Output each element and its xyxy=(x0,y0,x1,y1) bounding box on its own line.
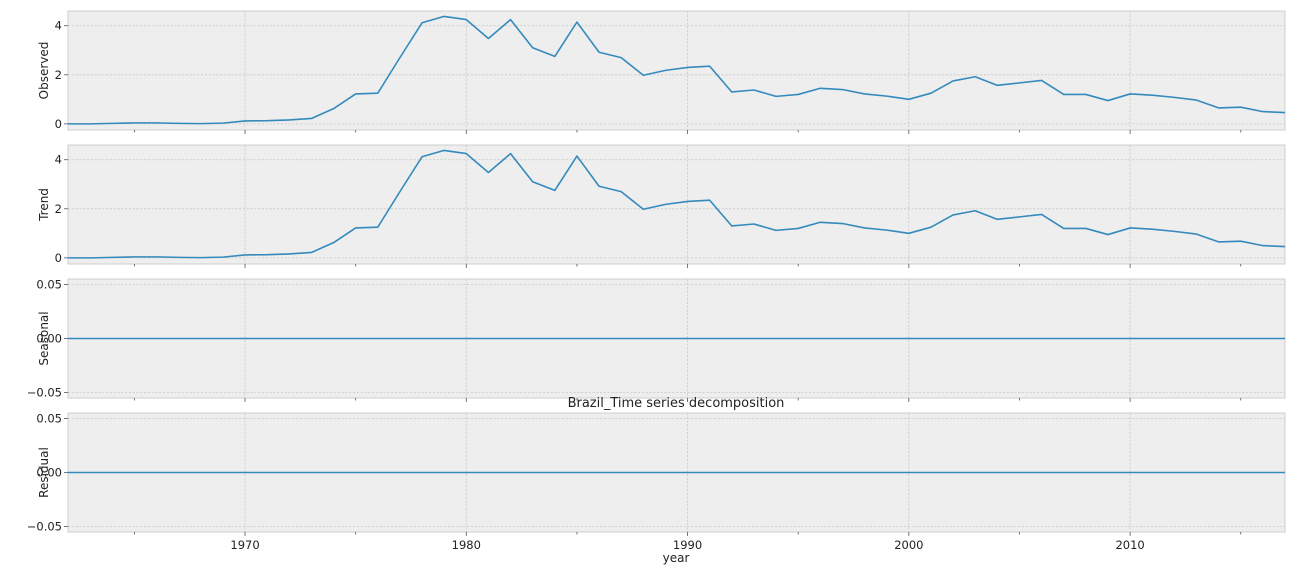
y-tick-label: 4 xyxy=(55,153,62,167)
plot-area xyxy=(67,144,1286,265)
y-tick-label: 2 xyxy=(55,202,62,216)
y-tick-label: 0.05 xyxy=(36,411,62,425)
y-tick-label: 0.00 xyxy=(36,332,62,346)
x-tick-label: 2000 xyxy=(894,538,923,552)
y-axis-label: Observed xyxy=(37,42,51,100)
y-tick-label: 4 xyxy=(55,19,62,33)
series-line-trend xyxy=(68,149,1286,259)
panel-residual: 0.05 0.00 −0.05 Residual 1970 1980 1990 2000 201… xyxy=(27,411,1286,552)
x-tick-label: 1970 xyxy=(230,538,259,552)
x-tick-label: 1980 xyxy=(452,538,481,552)
x-tick-label: 1990 xyxy=(673,538,702,552)
y-tick-label: 0.05 xyxy=(36,277,62,291)
y-axis-label: Residual xyxy=(37,447,51,498)
y-axis-label: Trend xyxy=(37,188,51,222)
y-tick-label: 0 xyxy=(55,251,62,265)
y-axis-label: Seasonal xyxy=(37,311,51,365)
y-tick-label: 0.00 xyxy=(36,466,62,480)
y-tick-label: 0 xyxy=(55,117,62,131)
panel-observed: 0 2 4 Observed xyxy=(37,10,1286,134)
y-tick-label: −0.05 xyxy=(27,520,62,534)
x-axis-label: year xyxy=(663,551,690,565)
series-line-observed xyxy=(68,15,1286,125)
panels: 0 2 4 Observed 0 2 4 Trend 0.05 0.00 −0.05 Seasonal… xyxy=(27,10,1286,552)
panel-trend: 0 2 4 Trend xyxy=(37,144,1286,268)
plot-area xyxy=(67,10,1286,131)
y-tick-label: −0.05 xyxy=(27,386,62,400)
x-tick-label: 2010 xyxy=(1115,538,1144,552)
chart-title: Brazil_Time series decomposition xyxy=(568,396,785,411)
y-tick-label: 2 xyxy=(55,68,62,82)
panel-seasonal: 0.05 0.00 −0.05 Seasonal xyxy=(27,277,1286,402)
